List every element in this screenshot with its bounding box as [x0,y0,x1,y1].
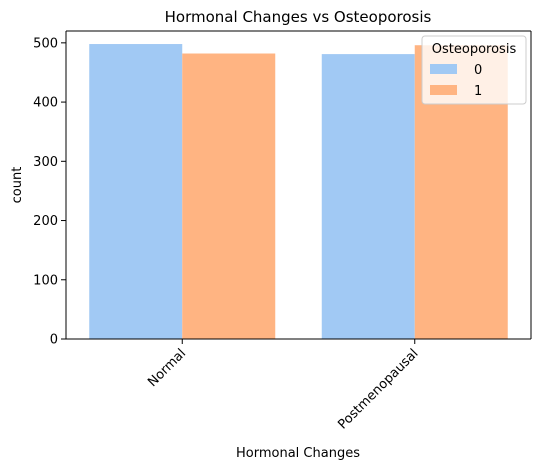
y-ticks-group: 0 100 200 300 400 500 [33,36,66,348]
legend-swatch-0 [430,64,457,74]
x-tick-label-normal: Normal [145,346,189,390]
bar-normal-series-0 [89,44,183,339]
bar-postmenopausal-series-0 [321,54,415,339]
x-tick-label-postmenopausal: Postmenopausal [335,346,421,432]
y-tick-label: 100 [33,273,58,288]
chart-title: Hormonal Changes vs Osteoporosis [165,8,432,26]
bar-normal-series-1 [182,53,276,339]
y-tick-label: 300 [33,155,58,170]
y-tick-label: 200 [33,214,58,229]
legend-swatch-1 [430,85,457,95]
axes-group [65,30,532,340]
y-tick-label: 500 [33,36,58,51]
legend-label-1: 1 [474,84,482,99]
y-tick-label: 400 [33,96,58,111]
legend-items: 01 [430,63,482,99]
legend-title: Osteoporosis [432,42,517,57]
x-ticks-group: Normal Postmenopausal [145,339,422,432]
y-axis-title: count [10,167,25,204]
x-axis-title: Hormonal Changes [236,446,360,461]
legend-label-0: 0 [474,63,482,78]
y-tick-label: 0 [50,333,58,348]
legend: Osteoporosis 01 [421,35,527,105]
